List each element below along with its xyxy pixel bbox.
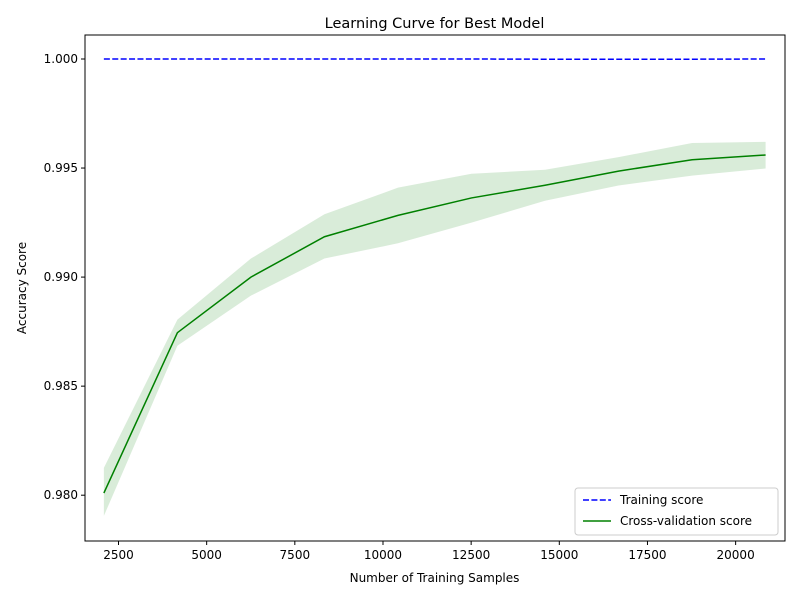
confidence-band-layer	[103, 141, 766, 516]
x-tick-label: 12500	[452, 548, 490, 562]
x-tick-label: 10000	[364, 548, 402, 562]
data-point-0-3	[323, 58, 325, 60]
data-point-1-7	[618, 170, 620, 172]
y-axis-ticks: 0.980 0.985 0.990 0.995 1.000	[44, 52, 85, 502]
chart-title: Learning Curve for Best Model	[325, 16, 545, 32]
data-point-1-6	[544, 184, 546, 186]
legend-label-training: Training score	[619, 493, 703, 507]
data-point-1-4	[397, 214, 399, 216]
x-tick-label: 17500	[628, 548, 666, 562]
x-tick-label: 20000	[717, 548, 755, 562]
data-point-0-5	[470, 58, 472, 60]
data-point-0-0	[103, 58, 105, 60]
x-tick-label: 5000	[191, 548, 222, 562]
confidence-band-1	[103, 141, 766, 516]
data-point-0-7	[618, 58, 620, 60]
y-tick-label: 0.985	[44, 379, 78, 393]
data-point-0-4	[397, 58, 399, 60]
data-point-0-8	[691, 58, 693, 60]
data-point-0-2	[250, 58, 252, 60]
x-axis-ticks: 2500 5000 7500 10000 12500 15000 17500 20000	[103, 541, 755, 562]
legend-label-cross-validation: Cross-validation score	[620, 514, 752, 528]
x-tick-label: 7500	[280, 548, 311, 562]
data-point-0-9	[765, 58, 767, 60]
data-point-1-1	[176, 332, 178, 334]
x-axis-label: Number of Training Samples	[350, 571, 520, 585]
data-point-1-9	[765, 154, 767, 156]
data-point-0-6	[544, 58, 546, 60]
data-point-1-0	[103, 492, 105, 494]
y-tick-label: 1.000	[44, 52, 78, 66]
x-tick-label: 15000	[540, 548, 578, 562]
y-tick-label: 0.990	[44, 270, 78, 284]
data-point-1-8	[691, 159, 693, 161]
series-line-1	[103, 154, 766, 494]
legend-box	[574, 487, 779, 536]
series-layer	[103, 58, 767, 494]
plot-frame	[84, 34, 786, 542]
y-tick-label: 0.995	[44, 161, 78, 175]
y-tick-label: 0.980	[44, 488, 78, 502]
data-point-1-2	[250, 276, 252, 278]
x-tick-label: 2500	[103, 548, 134, 562]
data-point-1-5	[470, 197, 472, 199]
chart-legend: Training score Cross-validation score	[574, 487, 779, 536]
data-point-0-1	[176, 58, 178, 60]
data-point-1-3	[323, 236, 325, 238]
y-axis-label: Accuracy Score	[15, 242, 29, 334]
